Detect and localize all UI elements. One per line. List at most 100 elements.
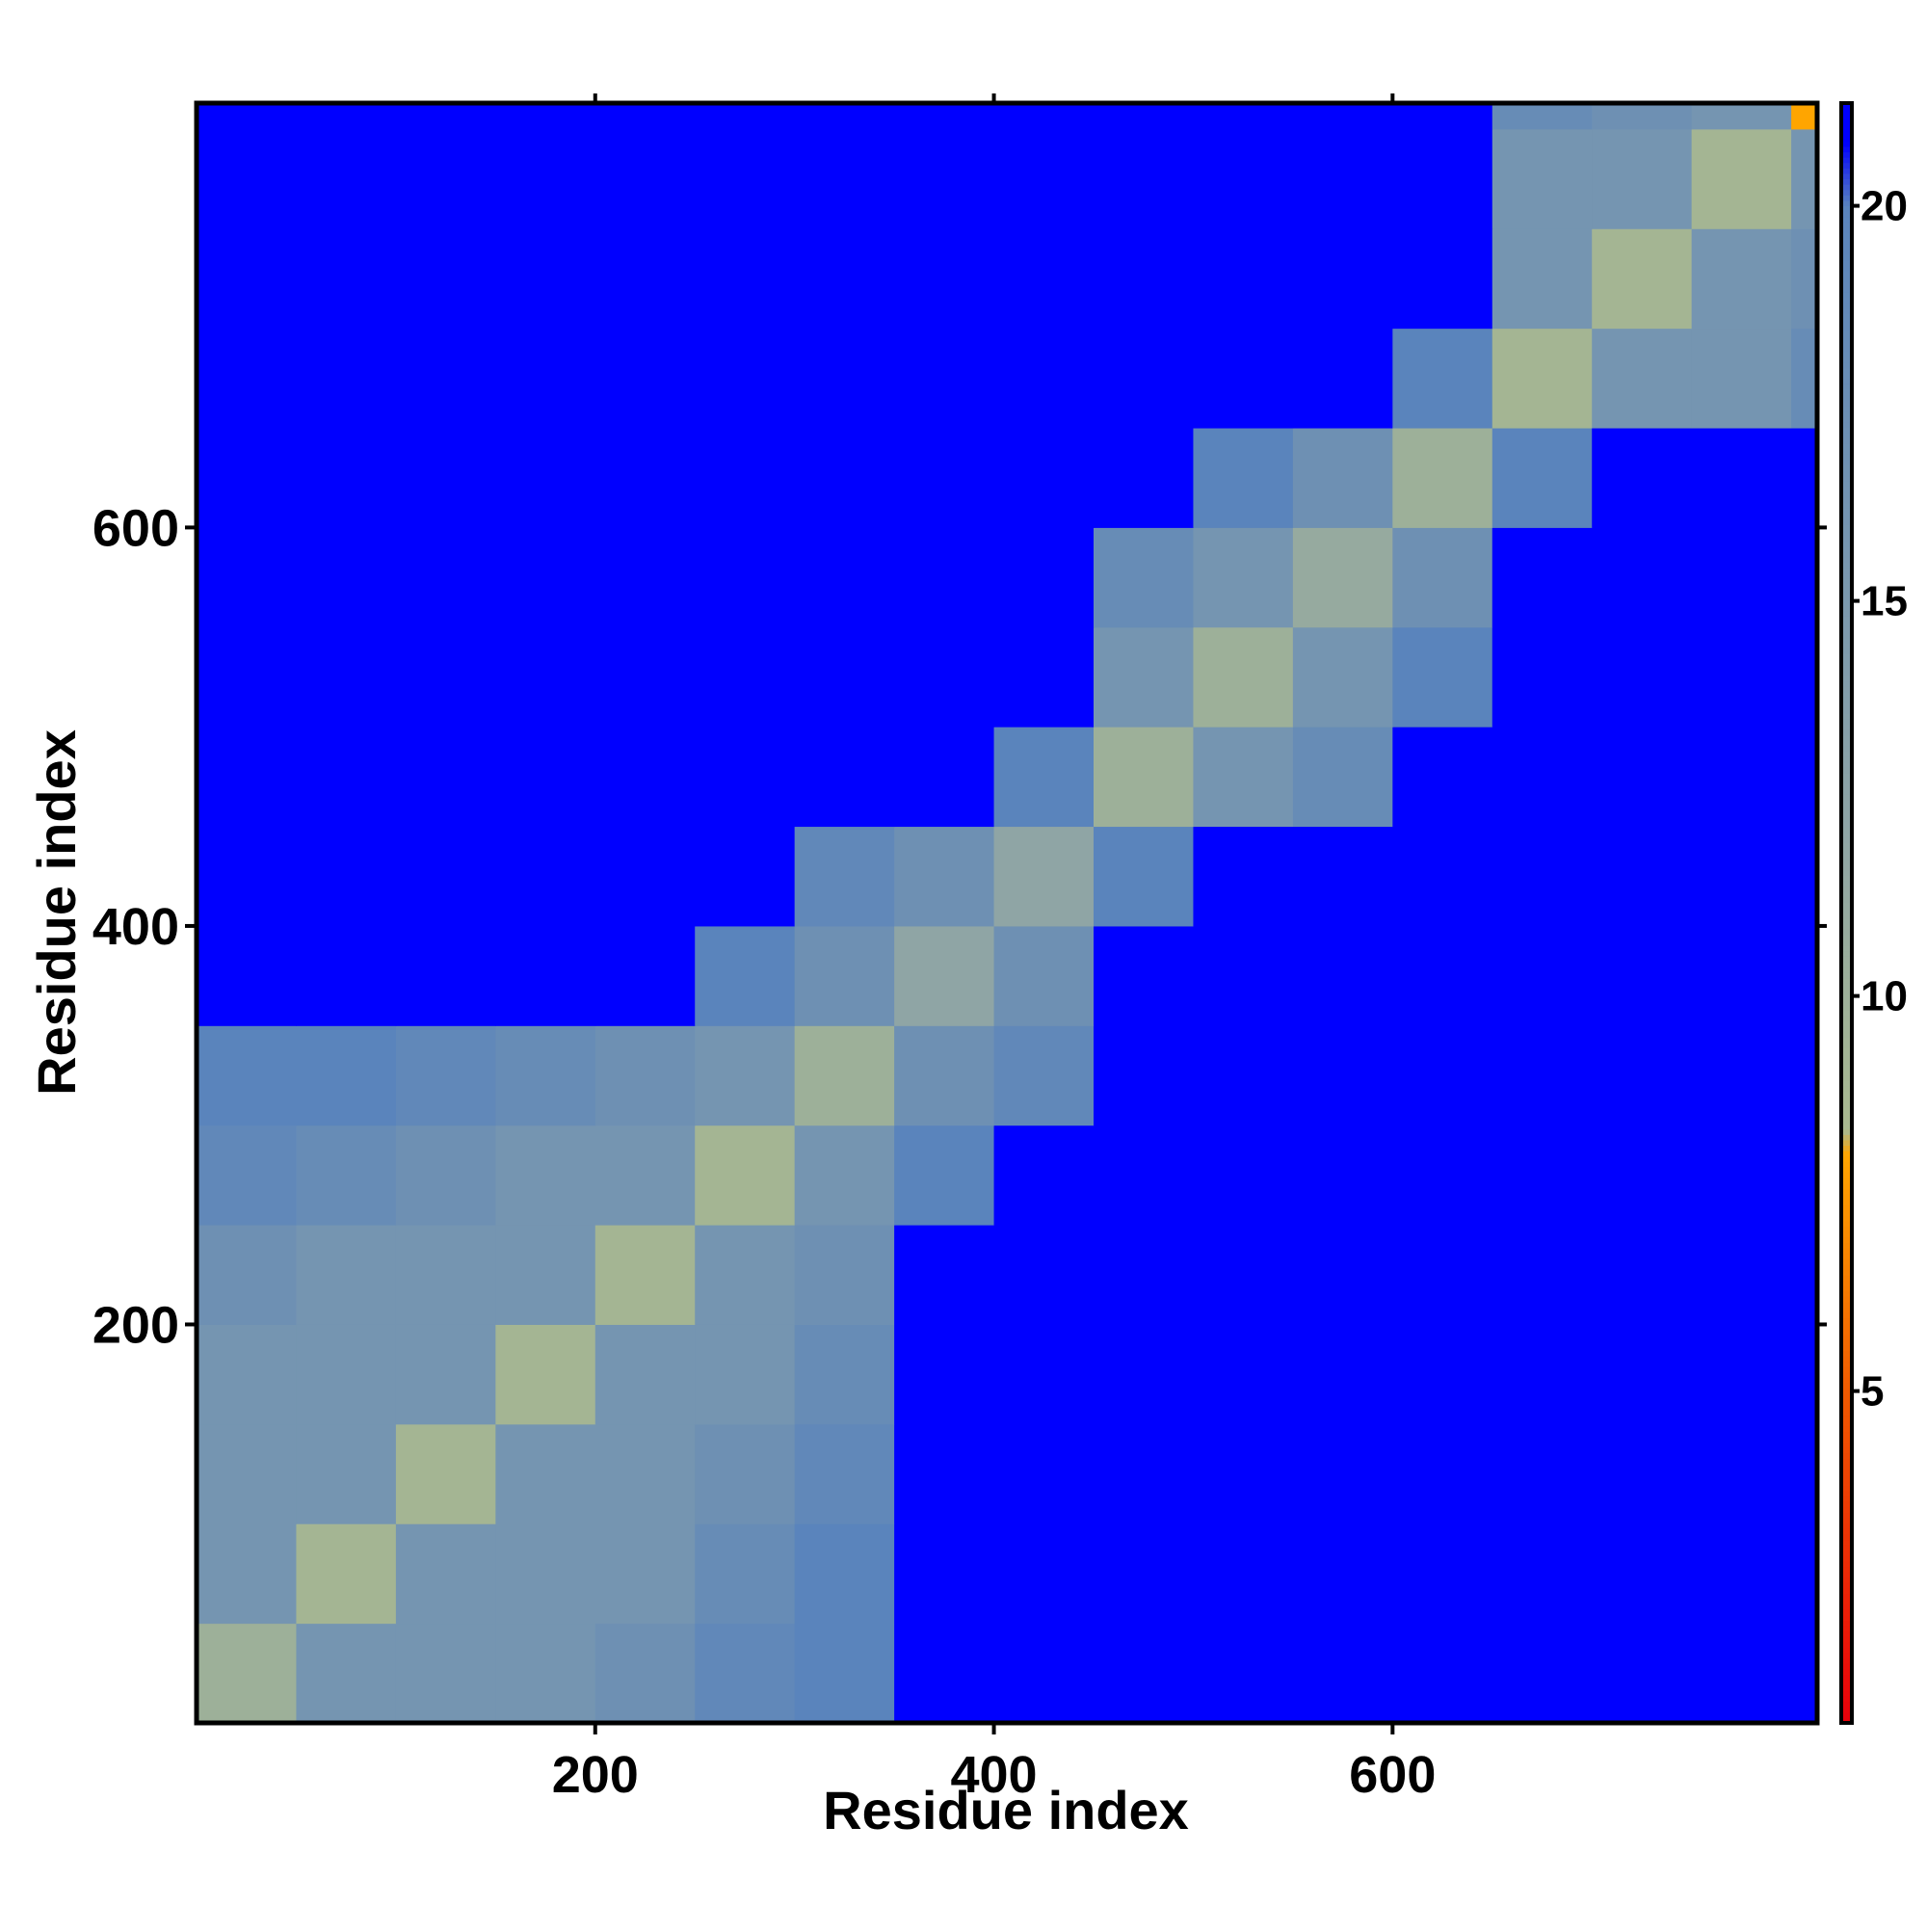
colorbar-slice (1841, 1020, 1852, 1027)
colorbar-slice (1841, 1518, 1852, 1524)
colorbar-slice (1841, 810, 1852, 817)
heatmap-cell (495, 626, 596, 728)
heatmap-cell (296, 925, 397, 1026)
heatmap-cell (296, 1423, 397, 1524)
colorbar-slice (1841, 632, 1852, 639)
heatmap-cell (1392, 1025, 1493, 1126)
heatmap-cell (395, 103, 496, 130)
colorbar-slice (1841, 1653, 1852, 1659)
colorbar-slice (1841, 232, 1852, 239)
heatmap-cell (1691, 1125, 1792, 1226)
heatmap-cell (395, 925, 496, 1026)
colorbar-slice (1841, 864, 1852, 871)
colorbar-slice (1841, 1533, 1852, 1541)
colorbar-slice (1841, 880, 1852, 887)
colorbar-slice (1841, 929, 1852, 936)
colorbar-slice (1841, 1118, 1852, 1125)
colorbar-slice (1841, 103, 1852, 110)
colorbar-slice (1841, 977, 1852, 984)
colorbar-slice (1841, 1690, 1852, 1697)
colorbar-slice (1841, 902, 1852, 909)
heatmap-cell (894, 626, 995, 728)
colorbar-slice (1841, 1695, 1852, 1703)
colorbar-slice (1841, 950, 1852, 957)
heatmap-cell (594, 826, 696, 927)
heatmap-cell (1491, 1025, 1593, 1126)
heatmap-cell (695, 428, 796, 528)
colorbar-slice (1841, 788, 1852, 795)
heatmap-cell (993, 328, 1095, 429)
colorbar-slice (1841, 643, 1852, 649)
colorbar-slice (1841, 1334, 1852, 1340)
heatmap-cell (1592, 826, 1693, 927)
colorbar-slice (1841, 1549, 1852, 1556)
colorbar-slice (1841, 1620, 1852, 1627)
colorbar-slice (1841, 821, 1852, 828)
colorbar-slice (1841, 1107, 1852, 1114)
heatmap-cell (197, 228, 297, 330)
colorbar-slice (1841, 1344, 1852, 1351)
colorbar-slice (1841, 1539, 1852, 1546)
colorbar-slice (1841, 351, 1852, 357)
colorbar-slice (1841, 1377, 1852, 1384)
colorbar-slice (1841, 1647, 1852, 1654)
colorbar-slice (1841, 270, 1852, 277)
colorbar-slice (1841, 1614, 1852, 1622)
colorbar-slice (1841, 130, 1852, 137)
colorbar-slice (1841, 799, 1852, 807)
colorbar-slice (1841, 594, 1852, 601)
colorbar-slice (1841, 1512, 1852, 1519)
heatmap-cell (1193, 328, 1294, 429)
colorbar-slice (1841, 701, 1852, 709)
heatmap-cell (1791, 1125, 1818, 1226)
heatmap-cell (993, 826, 1095, 927)
heatmap-cell (1292, 626, 1393, 728)
colorbar-slice (1841, 923, 1852, 930)
heatmap-cell (1791, 1025, 1818, 1126)
colorbar-slice (1841, 842, 1852, 849)
heatmap-cell (395, 1423, 496, 1524)
heatmap-cell (1093, 103, 1194, 130)
heatmap-cell (1093, 1623, 1194, 1724)
heatmap-cell (1292, 1125, 1393, 1226)
y-tick-label: 400 (92, 898, 179, 956)
heatmap-cell (1791, 626, 1818, 728)
colorbar-tick-label: 5 (1861, 1368, 1884, 1416)
colorbar-slice (1841, 1626, 1852, 1632)
heatmap-cell (794, 626, 895, 728)
colorbar-slice (1841, 1328, 1852, 1336)
heatmap-cell (794, 128, 895, 229)
colorbar-slice (1841, 114, 1852, 120)
heatmap-cell (1592, 1423, 1693, 1524)
colorbar-slice (1841, 572, 1852, 579)
colorbar-slice (1841, 1479, 1852, 1487)
colorbar-slice (1841, 680, 1852, 687)
colorbar-slice (1841, 195, 1852, 201)
colorbar-slice (1841, 961, 1852, 968)
heatmap-cell (1292, 128, 1393, 229)
heatmap-cell (594, 727, 696, 828)
heatmap-cell (1392, 1423, 1493, 1524)
heatmap-cell (1491, 527, 1593, 628)
heatmap-cell (1691, 826, 1792, 927)
heatmap-cell (296, 527, 397, 628)
colorbar-slice (1841, 1366, 1852, 1373)
heatmap-cell (894, 1025, 995, 1126)
colorbar-slice (1841, 427, 1852, 434)
heatmap-cell (1691, 428, 1792, 528)
colorbar-slice (1841, 1220, 1852, 1228)
colorbar-slice (1841, 1587, 1852, 1595)
heatmap-cell (1392, 527, 1493, 628)
colorbar-slice (1841, 664, 1852, 671)
colorbar-slice (1841, 896, 1852, 903)
colorbar-slice (1841, 1134, 1852, 1141)
colorbar-slice (1841, 410, 1852, 417)
heatmap-cell (993, 1125, 1095, 1226)
colorbar-slice (1841, 324, 1852, 331)
colorbar-slice (1841, 966, 1852, 973)
y-tick-label: 600 (92, 499, 179, 557)
colorbar-slice (1841, 361, 1852, 369)
heatmap-cell (197, 925, 297, 1026)
colorbar-slice (1841, 1382, 1852, 1389)
colorbar-slice (1841, 313, 1852, 320)
